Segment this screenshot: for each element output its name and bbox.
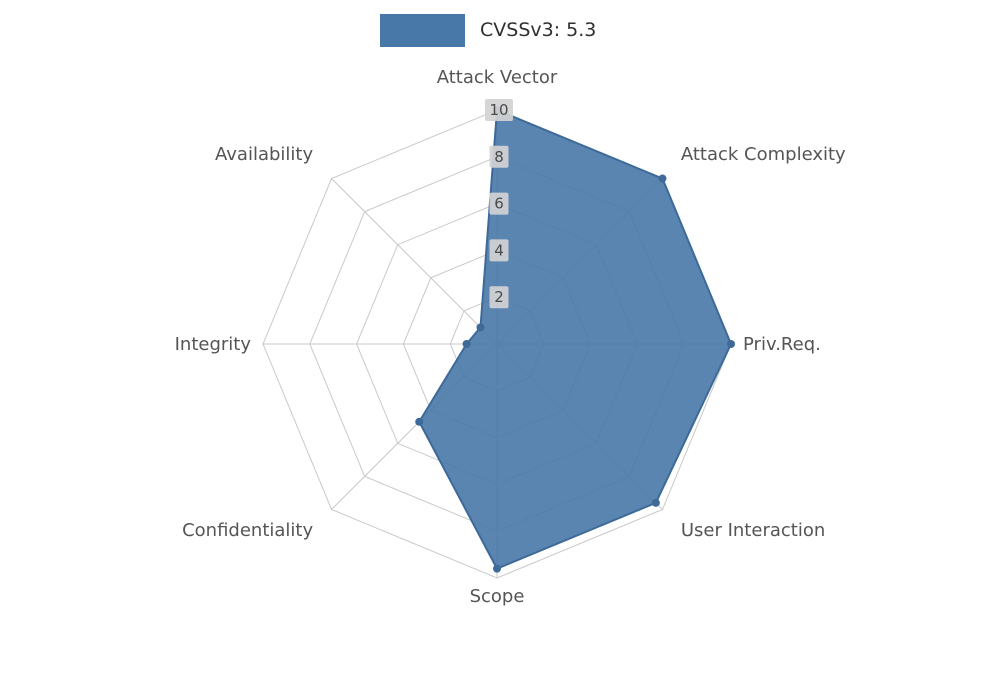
tick-label: 4 (494, 241, 504, 259)
data-point-marker (476, 323, 485, 332)
tick-label: 8 (494, 148, 504, 166)
tick-label-box (489, 239, 509, 262)
data-point-marker (658, 174, 667, 183)
tick-label-box (485, 99, 513, 121)
axis-label: Integrity (175, 334, 252, 355)
axis-label: User Interaction (681, 520, 825, 541)
data-point-marker (727, 340, 735, 348)
tick-label: 6 (494, 195, 504, 213)
axis-label: Attack Complexity (681, 144, 846, 165)
axis-label: Priv.Req. (743, 334, 821, 355)
data-point-marker (493, 564, 501, 573)
axis-label: Availability (215, 144, 313, 165)
grid-spoke (331, 178, 498, 345)
legend-label: CVSSv3: 5.3 (480, 19, 597, 41)
tick-label-box (489, 145, 509, 168)
data-point-marker (415, 417, 424, 426)
axis-label: Confidentiality (182, 520, 313, 541)
tick-label-box (489, 286, 509, 309)
axis-label: Attack Vector (437, 67, 558, 88)
axis-label: Scope (470, 586, 525, 607)
legend-swatch (380, 14, 465, 47)
data-polygon (418, 109, 732, 570)
tick-label: 2 (494, 288, 504, 306)
chart-legend: CVSSv3: 5.3 (380, 14, 596, 47)
data-point-marker (651, 498, 660, 507)
tick-label-box (489, 192, 509, 215)
tick-label: 10 (489, 101, 508, 119)
data-point-marker (462, 340, 471, 348)
